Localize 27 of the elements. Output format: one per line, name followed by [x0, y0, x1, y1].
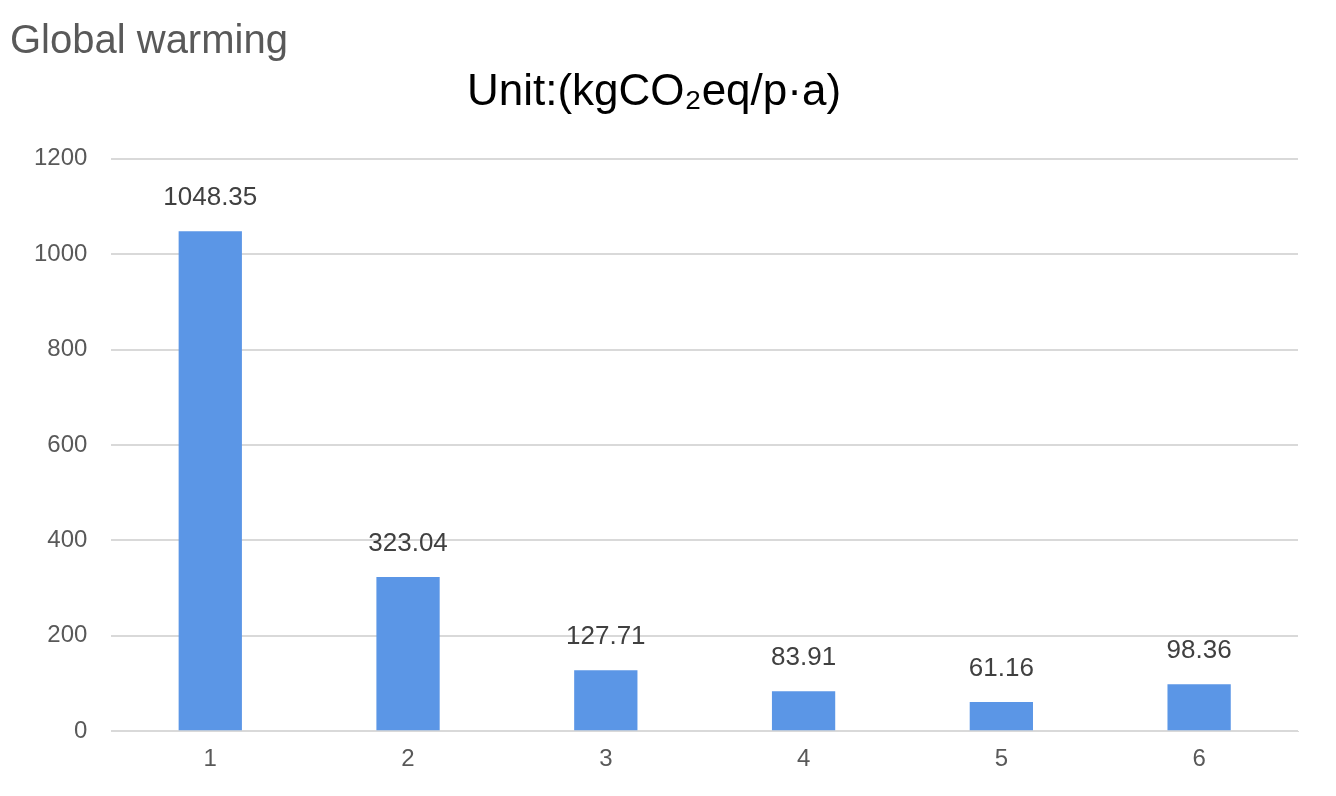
- data-label: 98.36: [1166, 634, 1232, 665]
- y-tick-label: 1000: [34, 238, 88, 266]
- data-label: 83.91: [771, 641, 837, 672]
- x-tick-label: 4: [796, 744, 811, 772]
- data-label: 1048.35: [163, 181, 258, 212]
- y-tick-label: 800: [47, 334, 88, 362]
- bar: [574, 670, 638, 731]
- y-tick-label: 0: [74, 715, 88, 743]
- y-tick-label: 600: [47, 429, 88, 457]
- x-tick-label: 3: [599, 744, 613, 772]
- chart-subtitle: Unit:(kgCO₂eq/p·a): [466, 64, 842, 114]
- x-tick-label: 6: [1192, 744, 1206, 772]
- x-tick-label: 1: [203, 744, 217, 772]
- bar: [771, 691, 836, 731]
- data-label: 127.71: [566, 620, 646, 651]
- y-tick-label: 400: [47, 525, 88, 553]
- y-tick-label: 1200: [34, 143, 88, 171]
- bar: [178, 231, 242, 731]
- y-tick-label: 200: [47, 620, 88, 648]
- data-label: 61.16: [968, 652, 1034, 683]
- data-label: 323.04: [368, 527, 448, 558]
- x-tick-label: 2: [401, 744, 415, 772]
- chart-title: Global warming: [10, 17, 288, 62]
- bar: [1167, 684, 1231, 731]
- bar: [376, 577, 440, 731]
- bar: [969, 702, 1033, 731]
- x-tick-label: 5: [994, 744, 1009, 772]
